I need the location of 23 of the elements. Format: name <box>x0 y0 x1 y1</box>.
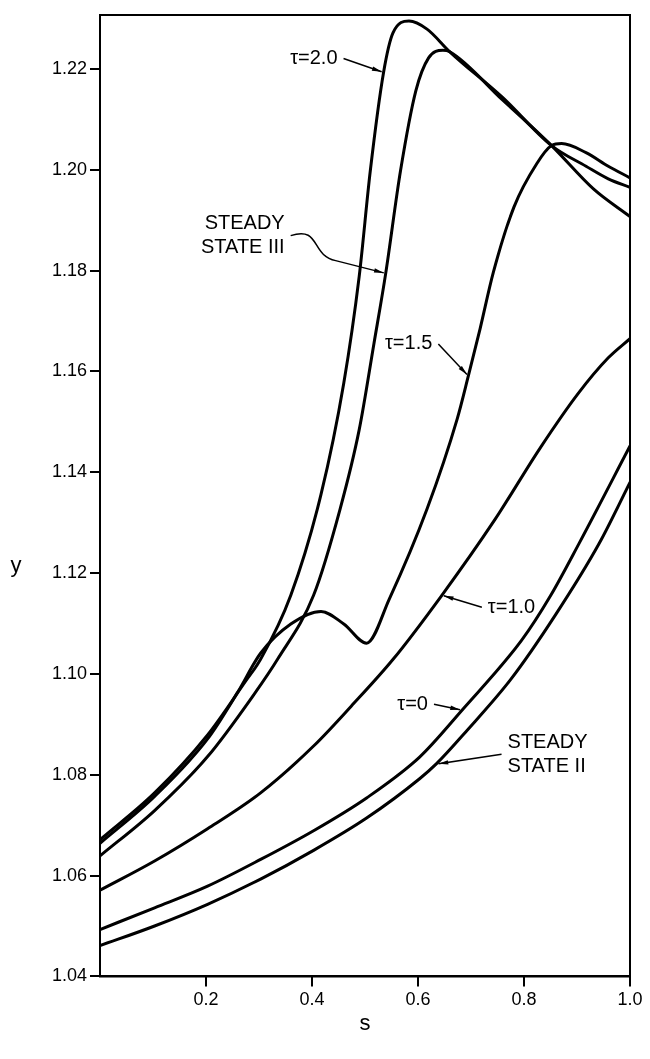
y-tick-label: 1.12 <box>51 562 87 583</box>
x-tick-label: 0.4 <box>299 989 325 1010</box>
y-tick-label: 1.10 <box>51 662 87 683</box>
y-axis-title: y <box>10 551 22 577</box>
y-tick-label: 1.20 <box>51 158 87 179</box>
x-axis-title: s <box>359 1010 371 1036</box>
annotation: STEADY STATE II <box>507 729 588 776</box>
y-tick-label: 1.18 <box>51 259 87 280</box>
x-tick-label: 0.8 <box>511 989 537 1010</box>
annotation: τ=1.5 <box>384 331 433 354</box>
y-tick-label: 1.22 <box>51 57 87 78</box>
y-tick-label: 1.06 <box>51 864 87 885</box>
x-tick-label: 1.0 <box>617 989 643 1010</box>
y-tick-label: 1.08 <box>51 763 87 784</box>
y-tick-label: 1.04 <box>51 965 87 986</box>
annotation: τ=2.0 <box>290 45 338 68</box>
x-tick-label: 0.6 <box>405 989 431 1010</box>
y-tick-label: 1.14 <box>51 461 87 482</box>
annotation: τ=0 <box>397 691 428 714</box>
annotation: τ=1.0 <box>487 594 536 617</box>
y-tick-label: 1.16 <box>51 360 87 381</box>
x-tick-label: 0.2 <box>193 989 219 1010</box>
annotation: STEADY STATE III <box>200 211 285 258</box>
